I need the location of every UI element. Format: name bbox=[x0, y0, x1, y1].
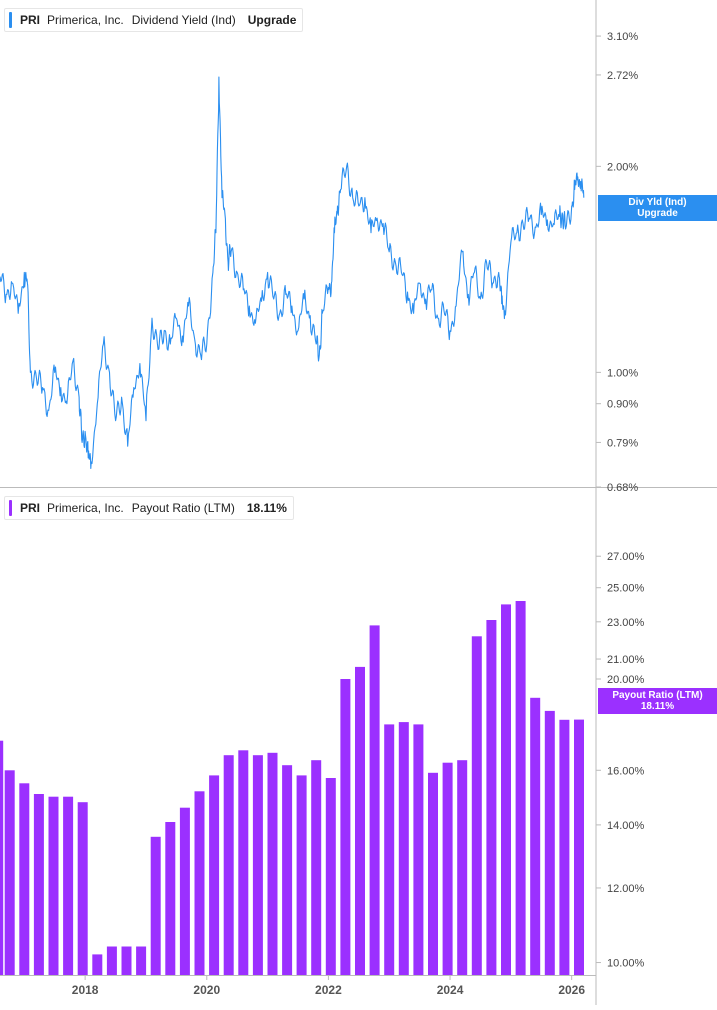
payout-bar bbox=[121, 946, 132, 975]
payout-bar bbox=[530, 697, 541, 975]
payout-bar bbox=[179, 807, 190, 975]
payout-bar bbox=[194, 791, 205, 975]
payout-bar bbox=[0, 740, 4, 975]
payout-bar bbox=[238, 750, 249, 975]
payout-y-tick-label: 27.00% bbox=[607, 551, 645, 563]
payout-y-tick-label: 12.00% bbox=[607, 883, 645, 895]
payout-bar bbox=[486, 620, 497, 975]
payout-bar bbox=[267, 752, 278, 975]
payout-value-tag: Payout Ratio (LTM) 18.11% bbox=[598, 688, 717, 714]
yield-y-tick-label: 2.72% bbox=[607, 70, 638, 82]
x-tick-label: 2022 bbox=[315, 983, 342, 997]
payout-bar bbox=[92, 954, 103, 975]
payout-bar bbox=[48, 796, 59, 975]
legend-yield-value[interactable]: Upgrade bbox=[247, 13, 297, 27]
payout-y-tick-label: 10.00% bbox=[607, 958, 645, 970]
payout-bar bbox=[296, 775, 307, 975]
payout-chart bbox=[0, 601, 584, 975]
yield-chart bbox=[0, 76, 585, 470]
legend-payout-value: 18.11% bbox=[246, 501, 287, 515]
legend-yield-metric: Dividend Yield (Ind) bbox=[131, 13, 236, 27]
payout-bar bbox=[311, 760, 322, 975]
payout-bar bbox=[428, 772, 438, 975]
payout-bar bbox=[136, 946, 147, 975]
payout-bar bbox=[150, 836, 161, 975]
payout-bar bbox=[282, 765, 293, 975]
legend-yield-company: Primerica, Inc. bbox=[47, 13, 124, 27]
payout-bar bbox=[340, 679, 351, 975]
payout-bar bbox=[209, 775, 220, 975]
x-tick-label: 2020 bbox=[193, 983, 220, 997]
legend-yield-ticker: PRI bbox=[20, 13, 41, 27]
legend-payout-ticker: PRI bbox=[20, 501, 41, 515]
payout-bar bbox=[355, 666, 365, 975]
payout-y-tick-label: 21.00% bbox=[607, 654, 645, 666]
yield-tag-value: Upgrade bbox=[637, 208, 678, 219]
payout-bar bbox=[384, 724, 395, 975]
payout-bar bbox=[501, 604, 511, 975]
payout-bar bbox=[325, 778, 336, 975]
payout-tag-label: Payout Ratio (LTM) bbox=[612, 690, 703, 701]
payout-y-tick-label: 20.00% bbox=[607, 674, 645, 686]
payout-bar bbox=[559, 719, 570, 975]
x-tick-label: 2024 bbox=[437, 983, 464, 997]
legend-payout-company: Primerica, Inc. bbox=[47, 501, 124, 515]
payout-bar bbox=[471, 636, 482, 975]
payout-bar bbox=[19, 783, 30, 975]
payout-y-tick-label: 16.00% bbox=[607, 765, 645, 777]
legend-yield-swatch bbox=[9, 12, 12, 28]
payout-bar bbox=[252, 755, 263, 975]
legend-payout[interactable]: PRI Primerica, Inc. Payout Ratio (LTM) 1… bbox=[4, 496, 294, 520]
payout-bar bbox=[4, 770, 15, 975]
yield-y-tick-label: 0.79% bbox=[607, 437, 638, 449]
payout-y-tick-label: 25.00% bbox=[607, 583, 645, 595]
payout-tag-value: 18.11% bbox=[640, 701, 675, 712]
payout-bar bbox=[369, 625, 380, 975]
payout-y-tick-label: 23.00% bbox=[607, 617, 645, 629]
payout-y-tick-label: 14.00% bbox=[607, 820, 645, 832]
payout-bar bbox=[442, 762, 453, 975]
payout-bar bbox=[77, 802, 88, 975]
payout-bar bbox=[33, 794, 44, 975]
payout-bar bbox=[106, 946, 117, 975]
yield-value-tag: Div Yld (Ind) Upgrade bbox=[598, 195, 717, 221]
x-tick-label: 2026 bbox=[558, 983, 585, 997]
yield-series-line bbox=[0, 76, 585, 470]
legend-payout-metric: Payout Ratio (LTM) bbox=[131, 501, 235, 515]
payout-bar bbox=[574, 719, 584, 975]
yield-y-tick-label: 1.00% bbox=[607, 367, 638, 379]
x-tick-label: 2018 bbox=[72, 983, 99, 997]
payout-bar bbox=[413, 724, 424, 975]
yield-y-tick-label: 0.90% bbox=[607, 399, 638, 411]
payout-bar bbox=[398, 722, 409, 975]
payout-bar bbox=[223, 755, 234, 975]
payout-bar bbox=[515, 601, 526, 975]
legend-payout-swatch bbox=[9, 500, 12, 516]
payout-bar bbox=[457, 760, 468, 975]
yield-y-tick-label: 0.68% bbox=[607, 482, 638, 494]
yield-y-tick-label: 3.10% bbox=[607, 31, 638, 43]
yield-tag-label: Div Yld (Ind) bbox=[628, 197, 687, 208]
payout-bar bbox=[544, 710, 555, 975]
payout-bar bbox=[165, 822, 176, 975]
yield-y-tick-label: 2.00% bbox=[607, 161, 638, 173]
legend-yield[interactable]: PRI Primerica, Inc. Dividend Yield (Ind)… bbox=[4, 8, 304, 32]
payout-bar bbox=[63, 796, 74, 975]
